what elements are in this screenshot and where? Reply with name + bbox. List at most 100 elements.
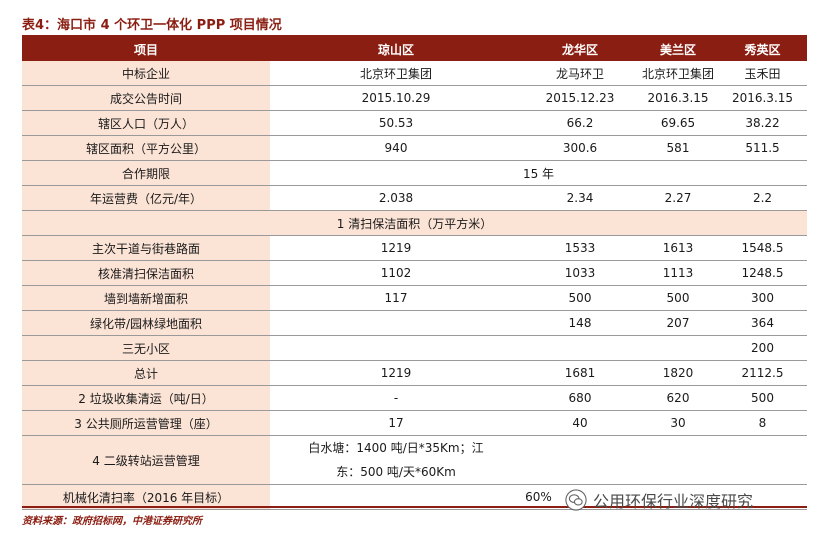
cell: 1113: [638, 260, 718, 286]
header-meilan: 美兰区: [638, 37, 718, 61]
cell: [270, 310, 522, 336]
table-row: 墙到墙新增面积 117 500 500 300: [22, 285, 807, 311]
cell: 1102: [270, 260, 522, 286]
row-label: 绿化带/园林绿地面积: [22, 310, 270, 336]
table-row: 辖区面积（平方公里） 940 300.6 581 511.5: [22, 135, 807, 161]
section-heading: 1 清扫保洁面积（万平方米）: [22, 210, 807, 236]
cell: 69.65: [638, 110, 718, 136]
row-label: 主次干道与街巷路面: [22, 235, 270, 261]
cell: 17: [270, 410, 522, 436]
row-label: 核准清扫保洁面积: [22, 260, 270, 286]
row-label: 中标企业: [22, 61, 270, 86]
cell: 117: [270, 285, 522, 311]
cell-transfer: 白水塘：1400 吨/日*35Km；江 东：500 吨/天*60Km: [270, 435, 522, 485]
cell: 40: [522, 410, 638, 436]
cell-merged: 60%: [270, 484, 807, 510]
cell: 北京环卫集团: [270, 61, 522, 86]
cell: 8: [718, 410, 807, 436]
table-row: 年运营费（亿元/年） 2.038 2.34 2.27 2.2: [22, 185, 807, 211]
cell: 1248.5: [718, 260, 807, 286]
header-longhua: 龙华区: [522, 37, 638, 61]
header-item: 项目: [22, 37, 270, 61]
cell: 2015.10.29: [270, 85, 522, 111]
cell: 2.34: [522, 185, 638, 211]
cell: 300.6: [522, 135, 638, 161]
cell: 2112.5: [718, 360, 807, 386]
cell: 2015.12.23: [522, 85, 638, 111]
cell: 2.2: [718, 185, 807, 211]
row-label: 机械化清扫率（2016 年目标）: [22, 484, 270, 510]
table-row: 主次干道与街巷路面 1219 1533 1613 1548.5: [22, 235, 807, 261]
row-label: 总计: [22, 360, 270, 386]
cell: -: [270, 385, 522, 411]
cell: 玉禾田: [718, 61, 807, 86]
table-row: 辖区人口（万人） 50.53 66.2 69.65 38.22: [22, 110, 807, 136]
cell: 北京环卫集团: [638, 61, 718, 86]
cell: 200: [718, 335, 807, 361]
section-row: 1 清扫保洁面积（万平方米）: [22, 210, 807, 236]
cell: [522, 435, 638, 485]
cell: [270, 335, 522, 361]
cell: 1681: [522, 360, 638, 386]
cell: 511.5: [718, 135, 807, 161]
wechat-icon: [565, 489, 587, 511]
row-label: 4 二级转站运营管理: [22, 435, 270, 485]
cell: [638, 435, 718, 485]
row-label: 成交公告时间: [22, 85, 270, 111]
cell: [718, 435, 807, 485]
cell: 1548.5: [718, 235, 807, 261]
table-row: 2 垃圾收集清运（吨/日） - 680 620 500: [22, 385, 807, 411]
table-row: 核准清扫保洁面积 1102 1033 1113 1248.5: [22, 260, 807, 286]
cell: [522, 335, 638, 361]
transfer-line-2: 东：500 吨/天*60Km: [336, 465, 456, 479]
cell: 1613: [638, 235, 718, 261]
row-label: 辖区面积（平方公里）: [22, 135, 270, 161]
ppp-project-table: 项目 琼山区 龙华区 美兰区 秀英区 中标企业 北京环卫集团 龙马环卫 北京环卫…: [22, 37, 807, 510]
source-rule: [22, 506, 807, 508]
cell: 龙马环卫: [522, 61, 638, 86]
table-row: 绿化带/园林绿地面积 148 207 364: [22, 310, 807, 336]
cell: 38.22: [718, 110, 807, 136]
table-row: 中标企业 北京环卫集团 龙马环卫 北京环卫集团 玉禾田: [22, 61, 807, 86]
cell: 2016.3.15: [718, 85, 807, 111]
cell: 2016.3.15: [638, 85, 718, 111]
cell: 300: [718, 285, 807, 311]
row-label: 3 公共厕所运营管理（座）: [22, 410, 270, 436]
row-label: 年运营费（亿元/年）: [22, 185, 270, 211]
source-note: 资料来源：政府招标网，中港证券研究所: [22, 516, 202, 527]
watermark: 公用环保行业深度研究: [565, 488, 753, 512]
cell: 1533: [522, 235, 638, 261]
title-rule: [22, 35, 807, 37]
cell: 364: [718, 310, 807, 336]
cell: 2.27: [638, 185, 718, 211]
table-row: 机械化清扫率（2016 年目标） 60%: [22, 484, 807, 510]
table-row: 合作期限 15 年: [22, 160, 807, 186]
row-label: 辖区人口（万人）: [22, 110, 270, 136]
cell: 148: [522, 310, 638, 336]
table-row: 3 公共厕所运营管理（座） 17 40 30 8: [22, 410, 807, 436]
table-row: 成交公告时间 2015.10.29 2015.12.23 2016.3.15 2…: [22, 85, 807, 111]
table-title: 表4：海口市 4 个环卫一体化 PPP 项目情况: [22, 18, 282, 33]
cell: [638, 335, 718, 361]
watermark-text: 公用环保行业深度研究: [593, 492, 754, 511]
cell: 620: [638, 385, 718, 411]
cell: 207: [638, 310, 718, 336]
transfer-line-1: 白水塘：1400 吨/日*35Km；江: [308, 441, 484, 455]
table-row: 4 二级转站运营管理 白水塘：1400 吨/日*35Km；江 东：500 吨/天…: [22, 435, 807, 485]
cell: 1820: [638, 360, 718, 386]
cell: 66.2: [522, 110, 638, 136]
cell: 940: [270, 135, 522, 161]
cell: 680: [522, 385, 638, 411]
cell: 500: [638, 285, 718, 311]
header-qiongshan: 琼山区: [270, 37, 522, 61]
cell: 1219: [270, 360, 522, 386]
table-row: 总计 1219 1681 1820 2112.5: [22, 360, 807, 386]
row-label: 2 垃圾收集清运（吨/日）: [22, 385, 270, 411]
cell: 1033: [522, 260, 638, 286]
cell: 1219: [270, 235, 522, 261]
header-xiuying: 秀英区: [718, 37, 807, 61]
cell: 30: [638, 410, 718, 436]
cell: 50.53: [270, 110, 522, 136]
cell: 500: [718, 385, 807, 411]
table-row: 三无小区 200: [22, 335, 807, 361]
